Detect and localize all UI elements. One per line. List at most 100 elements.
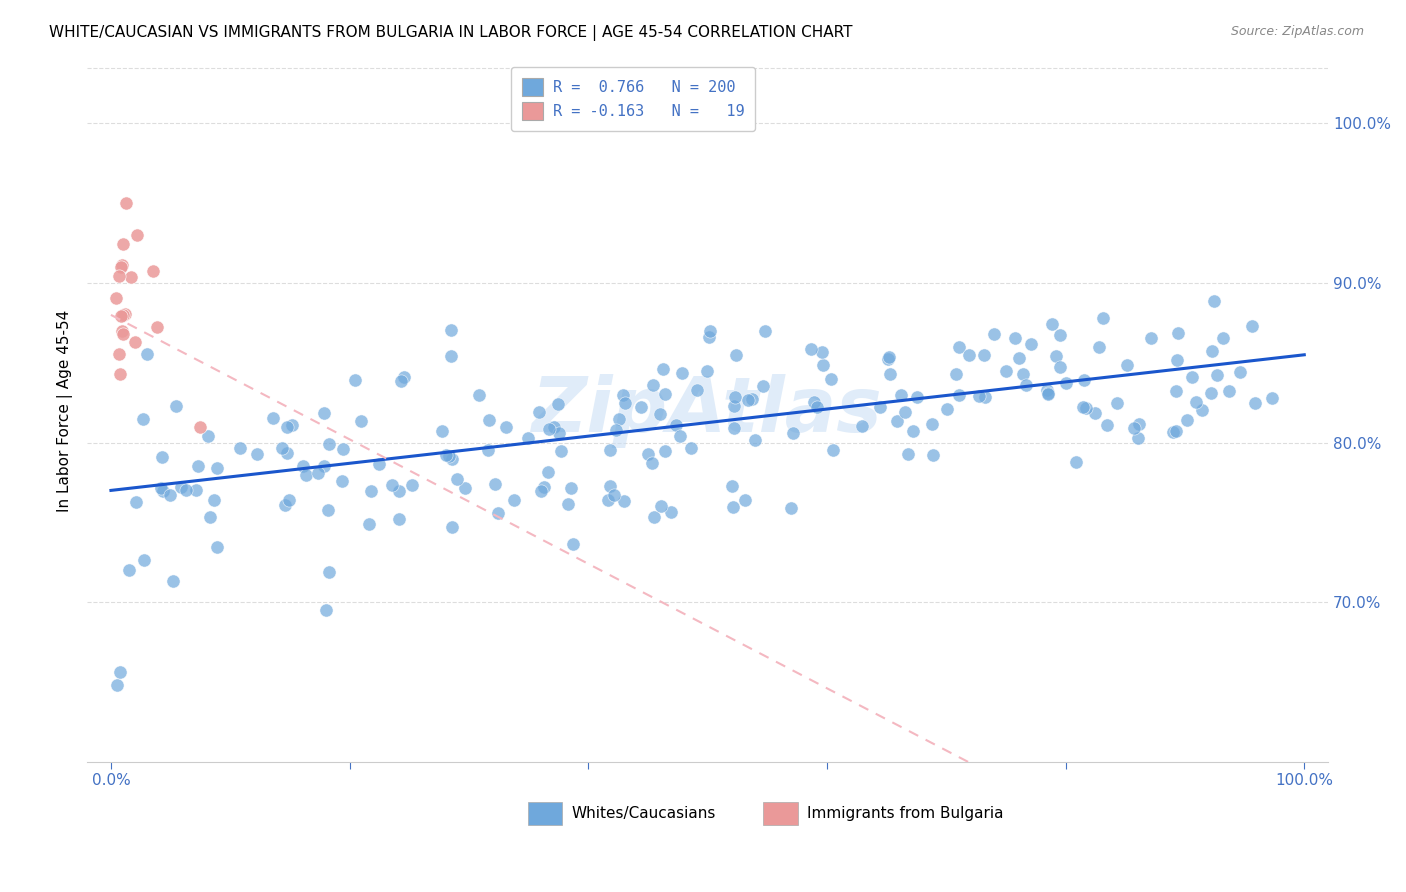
Point	[127, 228, 149, 243]
Point	[344, 373, 367, 387]
Point	[440, 323, 463, 337]
Point	[596, 493, 619, 508]
Point	[110, 665, 132, 680]
Point	[562, 536, 585, 550]
Point	[1123, 420, 1146, 434]
Point	[1049, 360, 1071, 375]
Point	[295, 468, 318, 483]
Point	[550, 444, 572, 458]
Point	[229, 442, 252, 456]
Point	[1199, 385, 1222, 400]
Point	[159, 488, 181, 502]
Point	[187, 459, 209, 474]
Point	[1073, 373, 1095, 387]
Point	[150, 450, 173, 464]
Point	[641, 377, 664, 392]
Point	[200, 509, 222, 524]
Point	[1076, 401, 1098, 415]
Point	[548, 425, 571, 440]
Point	[152, 483, 174, 498]
Point	[115, 196, 138, 211]
Point	[292, 458, 315, 473]
Point	[207, 541, 229, 555]
Point	[114, 307, 136, 321]
Text: ZipAtlas: ZipAtlas	[533, 374, 883, 448]
Point	[110, 260, 132, 274]
Point	[543, 420, 565, 434]
Point	[995, 364, 1018, 378]
Point	[800, 342, 823, 356]
Point	[936, 402, 959, 417]
Point	[112, 326, 135, 341]
Point	[162, 574, 184, 589]
Point	[1166, 353, 1188, 368]
Point	[806, 400, 828, 414]
Point	[388, 512, 411, 526]
Point	[886, 413, 908, 427]
Point	[332, 442, 354, 457]
Point	[368, 457, 391, 471]
Point	[145, 319, 167, 334]
Point	[350, 414, 373, 428]
Point	[877, 351, 900, 366]
Point	[533, 480, 555, 494]
Point	[1036, 383, 1059, 397]
Point	[190, 419, 212, 434]
Point	[741, 392, 763, 406]
Point	[1015, 378, 1038, 392]
Point	[723, 420, 745, 434]
Point	[973, 348, 995, 362]
Point	[440, 452, 463, 467]
Text: Whites/Caucasians: Whites/Caucasians	[571, 806, 716, 822]
Text: WHITE/CAUCASIAN VS IMMIGRANTS FROM BULGARIA IN LABOR FORCE | AGE 45-54 CORRELATI: WHITE/CAUCASIAN VS IMMIGRANTS FROM BULGA…	[49, 25, 852, 41]
Point	[1019, 337, 1042, 351]
Point	[640, 456, 662, 470]
Point	[734, 493, 756, 508]
Point	[811, 358, 834, 372]
Point	[170, 480, 193, 494]
Point	[112, 308, 135, 322]
Point	[851, 418, 873, 433]
Point	[280, 417, 302, 432]
Point	[401, 477, 423, 491]
Point	[1064, 455, 1087, 469]
Point	[107, 268, 129, 283]
Point	[1229, 365, 1251, 379]
Point	[484, 477, 506, 491]
Point	[134, 553, 156, 567]
Point	[1175, 413, 1198, 427]
Point	[202, 493, 225, 508]
Point	[432, 424, 454, 438]
Point	[437, 449, 460, 463]
Point	[905, 390, 928, 404]
Point	[782, 425, 804, 440]
Point	[441, 520, 464, 534]
Point	[723, 399, 745, 413]
Point	[696, 364, 718, 378]
Point	[1191, 402, 1213, 417]
Point	[720, 479, 742, 493]
Point	[478, 413, 501, 427]
Text: Immigrants from Bulgaria: Immigrants from Bulgaria	[807, 806, 1004, 822]
Point	[142, 263, 165, 277]
Point	[1095, 418, 1118, 433]
Point	[446, 472, 468, 486]
FancyBboxPatch shape	[527, 803, 562, 825]
Point	[1218, 384, 1240, 398]
Point	[613, 396, 636, 410]
Point	[1202, 293, 1225, 308]
Point	[111, 236, 134, 251]
Point	[650, 407, 672, 421]
Point	[1161, 425, 1184, 439]
Point	[359, 517, 381, 532]
Point	[1128, 417, 1150, 432]
Point	[330, 474, 353, 488]
Point	[468, 387, 491, 401]
Point	[197, 429, 219, 443]
Point	[174, 483, 197, 497]
Point	[723, 500, 745, 515]
Point	[560, 481, 582, 495]
Point	[274, 498, 297, 512]
Point	[699, 324, 721, 338]
Y-axis label: In Labor Force | Age 45-54: In Labor Force | Age 45-54	[58, 310, 73, 512]
